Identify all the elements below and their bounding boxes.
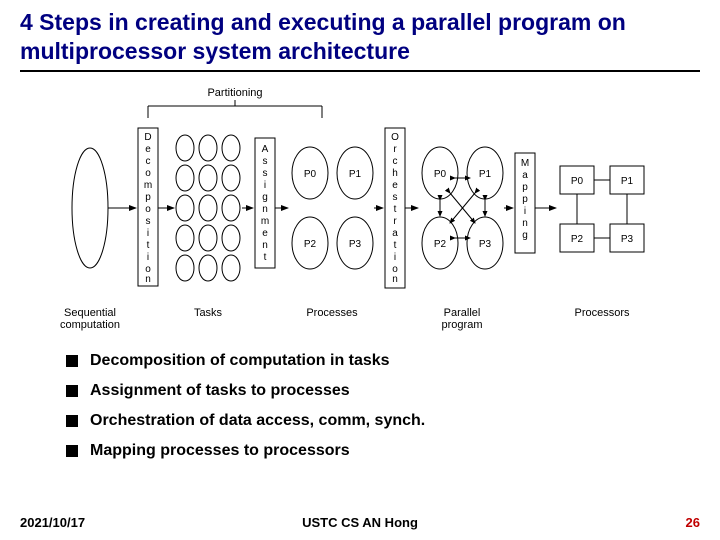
label-tasks: Tasks bbox=[194, 307, 223, 319]
svg-text:t: t bbox=[394, 240, 397, 251]
svg-text:M: M bbox=[521, 158, 529, 169]
slide: 4 Steps in creating and executing a para… bbox=[0, 0, 720, 540]
svg-text:P3: P3 bbox=[349, 239, 362, 250]
bullet-list: Decomposition of computation in tasks As… bbox=[66, 352, 700, 460]
page-number: 26 bbox=[686, 515, 700, 530]
svg-text:e: e bbox=[145, 144, 151, 155]
svg-text:c: c bbox=[146, 156, 151, 167]
svg-text:m: m bbox=[261, 216, 269, 227]
processors-cluster: P0 P1 P2 P3 bbox=[560, 166, 644, 252]
bullet-assignment: Assignment of tasks to processes bbox=[66, 382, 700, 400]
svg-text:P0: P0 bbox=[571, 176, 584, 187]
svg-text:s: s bbox=[393, 192, 398, 203]
bullet-orchestration: Orchestration of data access, comm, sync… bbox=[66, 412, 700, 430]
svg-text:n: n bbox=[392, 274, 398, 285]
label-processors: Processors bbox=[574, 307, 630, 319]
mapping-label: M a p p i n g bbox=[521, 158, 529, 241]
svg-text:P0: P0 bbox=[434, 169, 447, 180]
orchestration-label: O r c h e s t r a t i o n bbox=[391, 132, 399, 285]
svg-text:t: t bbox=[264, 252, 267, 263]
svg-text:P2: P2 bbox=[571, 234, 584, 245]
svg-text:i: i bbox=[394, 252, 396, 263]
svg-text:P3: P3 bbox=[621, 234, 634, 245]
svg-text:r: r bbox=[393, 216, 397, 227]
footer: 2021/10/17 USTC CS AN Hong 26 bbox=[0, 515, 720, 530]
svg-text:a: a bbox=[392, 228, 398, 239]
svg-text:s: s bbox=[263, 168, 268, 179]
svg-text:n: n bbox=[522, 218, 528, 229]
svg-text:g: g bbox=[262, 192, 268, 203]
svg-text:n: n bbox=[262, 204, 268, 215]
svg-text:P1: P1 bbox=[349, 169, 362, 180]
svg-text:O: O bbox=[391, 132, 399, 143]
parallel-steps-diagram: Partitioning D e c o m p o s i t i o n bbox=[60, 78, 660, 338]
svg-text:P2: P2 bbox=[434, 239, 447, 250]
svg-text:P3: P3 bbox=[479, 239, 492, 250]
svg-text:p: p bbox=[522, 182, 528, 193]
svg-text:D: D bbox=[144, 132, 151, 143]
svg-text:p: p bbox=[145, 192, 151, 203]
svg-text:P0: P0 bbox=[304, 169, 317, 180]
svg-text:s: s bbox=[146, 216, 151, 227]
svg-text:P1: P1 bbox=[621, 176, 634, 187]
bullet-decomposition: Decomposition of computation in tasks bbox=[66, 352, 700, 370]
svg-text:n: n bbox=[145, 274, 151, 285]
svg-text:e: e bbox=[262, 228, 268, 239]
diagram-container: Partitioning D e c o m p o s i t i o n bbox=[20, 78, 700, 338]
tasks-cluster bbox=[176, 135, 240, 281]
svg-text:i: i bbox=[264, 180, 266, 191]
footer-center: USTC CS AN Hong bbox=[302, 515, 418, 530]
partitioning-label: Partitioning bbox=[207, 87, 262, 99]
svg-text:p: p bbox=[522, 194, 528, 205]
footer-date: 2021/10/17 bbox=[20, 515, 85, 530]
sequential-ellipse bbox=[72, 148, 108, 268]
parallel-cluster: P0 P1 P2 P3 bbox=[422, 147, 503, 269]
svg-text:P2: P2 bbox=[304, 239, 317, 250]
svg-text:a: a bbox=[522, 170, 528, 181]
label-processes: Processes bbox=[306, 307, 358, 319]
svg-text:i: i bbox=[147, 228, 149, 239]
svg-text:s: s bbox=[263, 156, 268, 167]
label-parallel: Parallelprogram bbox=[442, 307, 483, 331]
bullet-mapping: Mapping processes to processors bbox=[66, 442, 700, 460]
assignment-label: A s s i g n m e n t bbox=[261, 144, 269, 263]
svg-text:r: r bbox=[393, 144, 397, 155]
page-title: 4 Steps in creating and executing a para… bbox=[20, 8, 700, 72]
processes-cluster: P0 P1 P2 P3 bbox=[292, 147, 373, 269]
svg-text:c: c bbox=[393, 156, 398, 167]
svg-text:g: g bbox=[522, 230, 528, 241]
svg-text:P1: P1 bbox=[479, 169, 492, 180]
label-sequential: Sequentialcomputation bbox=[60, 307, 120, 331]
decomposition-label: D e c o m p o s i t i o n bbox=[144, 132, 152, 285]
svg-text:i: i bbox=[147, 252, 149, 263]
svg-text:n: n bbox=[262, 240, 268, 251]
svg-text:t: t bbox=[147, 240, 150, 251]
svg-text:i: i bbox=[524, 206, 526, 217]
svg-text:t: t bbox=[394, 204, 397, 215]
svg-text:o: o bbox=[145, 204, 151, 215]
svg-text:o: o bbox=[145, 168, 151, 179]
svg-text:h: h bbox=[392, 168, 398, 179]
svg-text:A: A bbox=[262, 144, 269, 155]
svg-text:e: e bbox=[392, 180, 398, 191]
svg-text:m: m bbox=[144, 180, 152, 191]
